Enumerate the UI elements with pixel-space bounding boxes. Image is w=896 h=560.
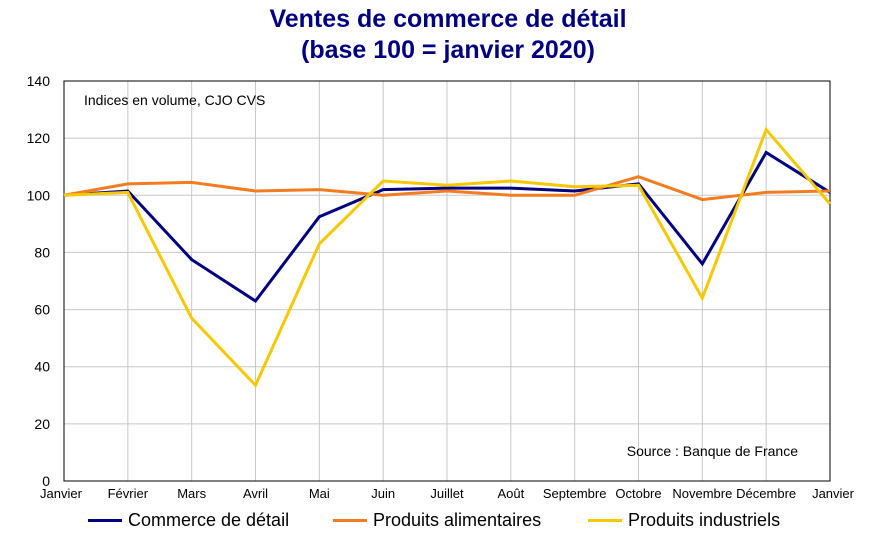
series-line-3 [63,126,832,388]
y-axis-ticks: 0 20 40 60 80 100 120 140 [27,73,51,489]
x-tick-label: Janvier [812,486,855,501]
series-line-1 [63,150,831,304]
legend-item-commerce: Commerce de détail [88,510,289,531]
y-tick-label: 40 [34,359,50,375]
y-tick-label: 100 [27,187,51,203]
chart-title-main: Ventes de commerce de détail [269,5,627,33]
chart-source: Source : Banque de France [627,443,798,459]
x-tick-label: Mai [309,486,330,501]
x-tick-label: Septembre [543,486,607,501]
plot-area [63,80,831,482]
chart-title: Ventes de commerce de détail (base 100 =… [0,4,896,66]
chart-annotation: Indices en volume, CJO CVS [84,92,265,108]
x-tick-label: Mars [177,486,206,501]
y-tick-label: 20 [34,416,50,432]
x-tick-label: Avril [243,486,268,501]
x-tick-label: Août [497,486,524,501]
legend-swatch [333,519,367,522]
x-axis-ticks: Janvier Février Mars Avril Mai Juin Juillet Aoû… [40,486,855,501]
y-tick-label: 140 [27,73,51,89]
x-tick-label: Novembre [672,486,732,501]
x-tick-label: Décembre [736,486,796,501]
line-chart: 0 20 40 60 80 100 120 140 Janvier Février Mars Avr… [27,73,855,501]
y-tick-label: 60 [34,302,50,318]
legend-swatch [88,519,122,522]
legend-label: Commerce de détail [128,510,290,530]
x-tick-label: Janvier [40,486,83,501]
chart-subtitle: (base 100 = janvier 2020) [301,36,595,64]
y-tick-label: 120 [27,130,51,146]
legend-swatch [588,519,622,522]
legend-item-alimentaires: Produits alimentaires [333,510,541,531]
x-tick-label: Juin [371,486,395,501]
x-tick-label: Octobre [615,486,661,501]
legend-item-industriels: Produits industriels [588,510,780,531]
legend-label: Produits industriels [628,510,781,530]
y-tick-label: 0 [42,473,50,489]
legend-label: Produits alimentaires [373,510,542,530]
x-tick-label: Juillet [430,486,464,501]
x-tick-label: Février [108,486,149,501]
series-line-2 [63,175,831,202]
y-tick-label: 80 [34,244,50,260]
legend: Commerce de détail Produits alimentaires… [0,510,896,536]
gridlines [63,80,831,482]
series-lines [63,126,832,388]
